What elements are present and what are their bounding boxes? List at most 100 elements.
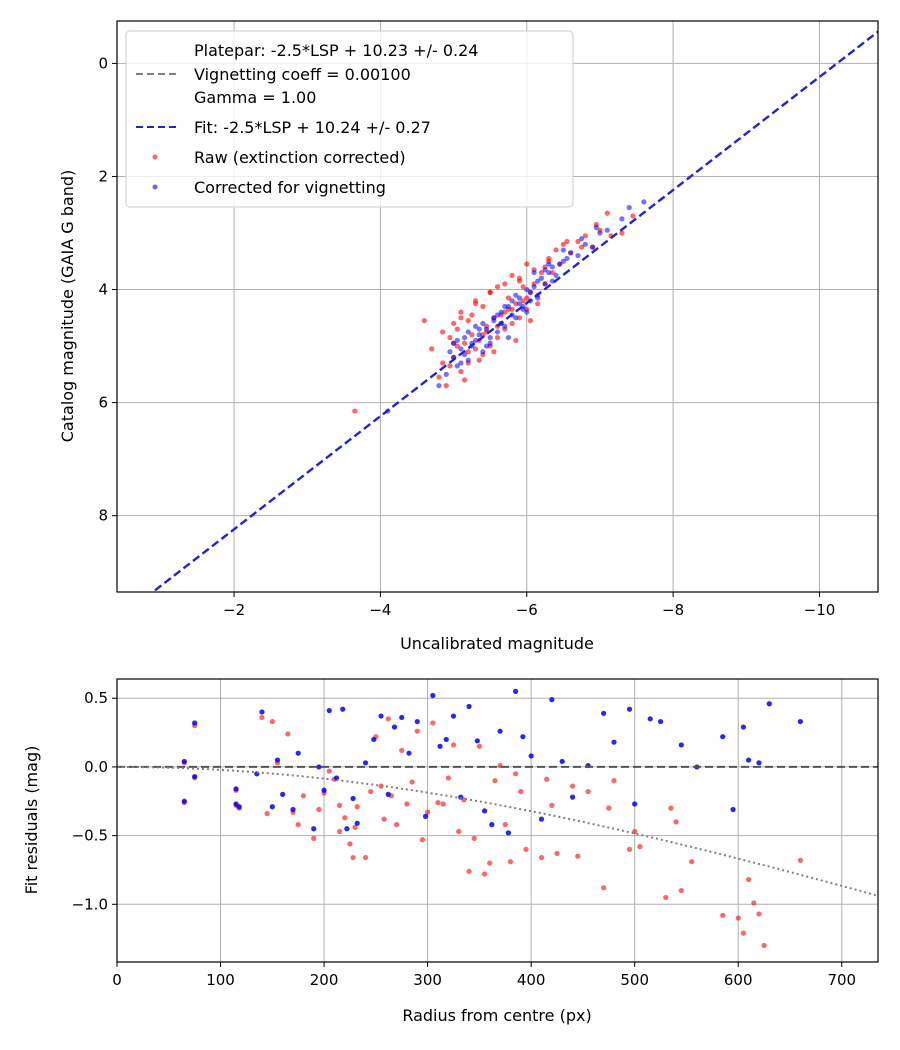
corrected-residual-point <box>505 830 511 836</box>
corrected-point <box>494 329 501 335</box>
corrected-point <box>487 334 493 341</box>
x-tick-label: 200 <box>310 971 339 989</box>
corrected-residual-point <box>745 757 752 763</box>
raw-point <box>469 332 475 338</box>
corrected-residual-point <box>443 736 449 743</box>
raw-point <box>564 238 570 245</box>
corrected-point <box>582 241 588 247</box>
corrected-residual-point <box>647 716 653 722</box>
corrected-point <box>531 284 537 290</box>
raw-residual-point <box>761 942 767 949</box>
raw-residual-point <box>362 854 369 861</box>
raw-residual-point <box>435 800 441 806</box>
x-tick-label: −8 <box>662 601 684 619</box>
raw-residual-point <box>518 789 524 795</box>
corrected-residual-point <box>354 820 360 826</box>
raw-point <box>476 357 482 363</box>
raw-residual-point <box>466 868 472 874</box>
raw-point <box>553 247 559 253</box>
corrected-residual-point <box>481 808 488 814</box>
raw-point <box>421 318 427 324</box>
y-tick-label: −1.0 <box>72 895 108 913</box>
raw-residual-point <box>585 789 591 795</box>
corrected-point <box>509 298 515 304</box>
raw-point <box>458 309 464 315</box>
bottom-x-axis-label: Radius from centre (px) <box>402 1006 591 1025</box>
raw-point <box>549 269 555 276</box>
corrected-residual-point <box>766 701 772 707</box>
y-tick-label: 8 <box>98 507 108 525</box>
corrected-point <box>476 326 482 332</box>
corrected-point <box>542 267 548 273</box>
corrected-residual-point <box>311 826 317 832</box>
top-y-axis-label: Catalog magnitude (GAIA G band) <box>58 170 77 442</box>
corrected-residual-point <box>350 795 356 802</box>
corrected-point <box>476 332 482 338</box>
corrected-point <box>454 337 460 344</box>
raw-point <box>491 349 497 355</box>
corrected-residual-point <box>657 718 664 725</box>
corrected-residual-point <box>181 798 187 804</box>
raw-point <box>546 255 552 262</box>
corrected-point <box>549 264 555 270</box>
corrected-point <box>461 334 468 341</box>
raw-point <box>480 303 486 310</box>
corrected-residual-point <box>513 688 519 694</box>
corrected-residual-point <box>474 738 480 744</box>
corrected-point <box>513 315 519 321</box>
corrected-point <box>593 224 599 230</box>
corrected-point <box>626 204 632 211</box>
raw-residual-point <box>735 915 741 921</box>
x-tick-label: 300 <box>413 971 442 989</box>
raw-point <box>619 230 625 236</box>
corrected-residual-point <box>569 794 576 800</box>
corrected-residual-point <box>450 713 457 719</box>
corrected-point <box>549 278 555 284</box>
raw-residual-point <box>611 778 617 784</box>
y-tick-label: 0.5 <box>84 689 108 707</box>
top-plot-area <box>150 30 878 592</box>
raw-residual-point <box>626 846 633 852</box>
raw-residual-point <box>476 743 482 749</box>
vignetting-model-curve <box>117 765 878 897</box>
bottom-plot-area <box>117 688 878 949</box>
corrected-residual-point <box>538 816 545 822</box>
raw-residual-point <box>316 806 322 813</box>
corrected-point <box>597 230 603 236</box>
corrected-residual-point <box>626 706 633 712</box>
corrected-point <box>458 346 464 352</box>
raw-residual-point <box>300 793 306 799</box>
corrected-residual-point <box>720 734 726 740</box>
raw-residual-point <box>385 716 391 722</box>
corrected-residual-point <box>274 757 281 763</box>
corrected-residual-point <box>192 773 198 780</box>
raw-point <box>440 329 446 335</box>
corrected-residual-point <box>399 714 405 721</box>
raw-residual-point <box>285 731 291 737</box>
raw-point <box>505 295 512 301</box>
raw-point <box>494 284 501 290</box>
corrected-point <box>502 323 508 329</box>
corrected-point <box>443 371 449 377</box>
top-x-axis-label: Uncalibrated magnitude <box>400 634 594 653</box>
raw-point <box>472 298 479 304</box>
raw-residual-point <box>414 728 420 734</box>
corrected-point <box>619 216 625 222</box>
corrected-residual-point <box>430 692 436 699</box>
raw-point <box>513 337 519 344</box>
raw-point <box>509 320 515 327</box>
raw-residual-point <box>326 768 332 774</box>
raw-residual-point <box>445 775 451 781</box>
raw-residual-point <box>337 828 343 835</box>
corrected-point <box>516 295 523 301</box>
corrected-point <box>436 383 442 389</box>
corrected-residual-point <box>414 718 420 725</box>
raw-point <box>582 233 588 239</box>
raw-residual-point <box>502 822 508 828</box>
x-tick-label: 500 <box>620 971 649 989</box>
corrected-residual-point <box>371 736 377 743</box>
corrected-point <box>575 253 581 259</box>
raw-residual-point <box>347 841 353 847</box>
